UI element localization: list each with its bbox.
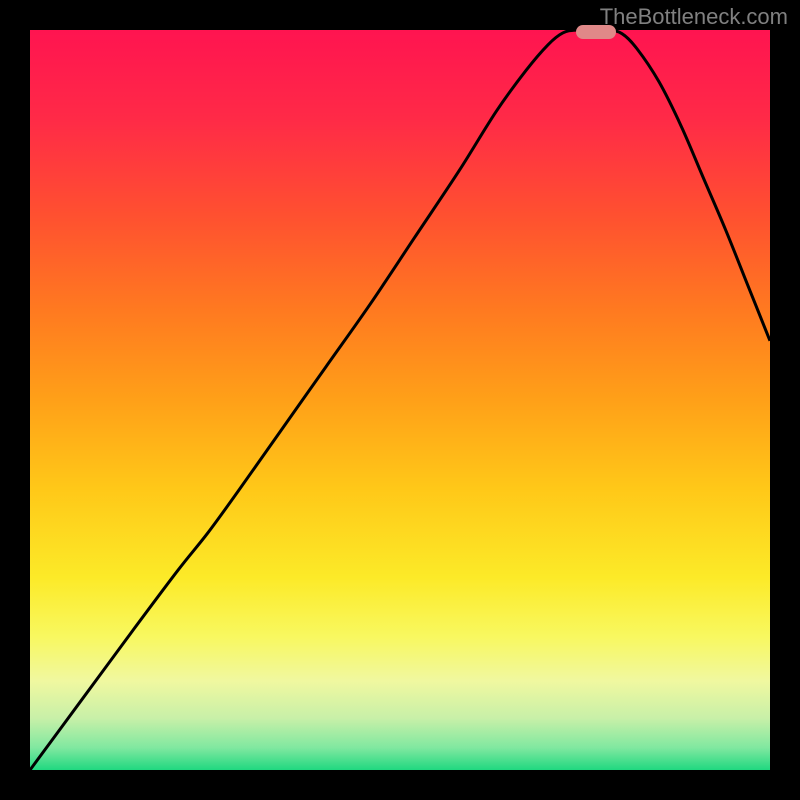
- watermark-text: TheBottleneck.com: [600, 4, 788, 30]
- bottleneck-curve: [30, 30, 770, 770]
- plot-area: [30, 30, 770, 770]
- chart-container: TheBottleneck.com: [0, 0, 800, 800]
- curve-path: [30, 30, 770, 770]
